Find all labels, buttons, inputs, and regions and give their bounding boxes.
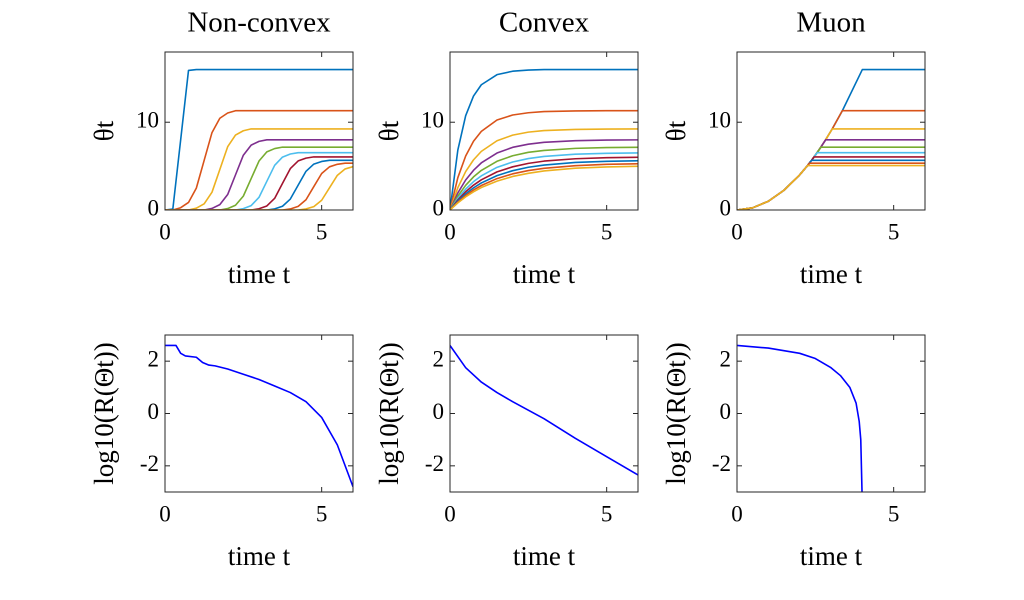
chart-title: Convex (499, 7, 590, 39)
axes-box (164, 51, 354, 211)
subplot: 0 5 0 10 Non-convex time t θt (89, 7, 354, 289)
x-tick-label: 0 (159, 219, 171, 244)
y-tick-label: -2 (712, 451, 731, 476)
y-tick-label: 10 (421, 108, 444, 133)
line-series (165, 146, 353, 210)
y-tick-label: -2 (140, 451, 159, 476)
line-series (450, 345, 638, 476)
x-tick-label: 5 (601, 219, 613, 244)
chart-title: Non-convex (187, 7, 331, 39)
axes-box (736, 334, 926, 493)
plot-area (737, 344, 863, 492)
line-series (165, 162, 353, 210)
chart-title: Muon (796, 7, 866, 39)
x-tick-label: 0 (444, 219, 456, 244)
x-tick-label: 0 (731, 219, 743, 244)
x-tick-label: 5 (888, 501, 900, 526)
line-series (450, 162, 638, 210)
x-tick-label: 5 (601, 501, 613, 526)
x-axis-label: time t (513, 259, 576, 289)
y-axis-label: log10(R(Θt)) (661, 342, 691, 484)
y-axis-label: θt (661, 120, 691, 141)
plot-area (165, 68, 353, 210)
line-series (737, 138, 925, 210)
x-axis-label: time t (513, 541, 576, 571)
y-tick-label: 0 (433, 399, 445, 424)
y-tick-label: 0 (720, 195, 732, 220)
x-axis-label: time t (228, 259, 291, 289)
y-tick-label: 0 (148, 399, 160, 424)
line-series (450, 156, 638, 210)
line-series (165, 344, 353, 488)
y-tick-label: 2 (148, 346, 160, 371)
line-series (737, 128, 925, 210)
line-series (450, 159, 638, 210)
x-axis-label: time t (800, 541, 863, 571)
line-series (450, 146, 638, 210)
x-tick-label: 0 (444, 501, 456, 526)
x-tick-label: 0 (731, 501, 743, 526)
line-series (165, 128, 353, 210)
plot-area (165, 344, 353, 488)
subplot: 0 5 0 10 Muon time t θt (661, 7, 926, 289)
plot-area (450, 68, 638, 210)
line-series (165, 156, 353, 210)
line-series (450, 68, 638, 210)
x-tick-label: 5 (888, 219, 900, 244)
axes-box (449, 334, 639, 493)
x-tick-label: 5 (316, 219, 328, 244)
line-series (737, 151, 925, 210)
line-series (450, 109, 638, 210)
line-series (737, 344, 863, 492)
y-axis-label: log10(R(Θt)) (89, 342, 119, 484)
line-series (165, 68, 353, 210)
axes-box (736, 51, 926, 211)
y-tick-label: 0 (433, 195, 445, 220)
y-axis-label: log10(R(Θt)) (374, 342, 404, 484)
axes-box (449, 51, 639, 211)
line-series (737, 164, 925, 210)
line-series (450, 139, 638, 210)
line-series (165, 151, 353, 210)
plot-area (737, 68, 925, 210)
line-series (450, 165, 638, 210)
line-series (165, 138, 353, 210)
line-series (450, 152, 638, 210)
y-tick-label: -2 (425, 451, 444, 476)
subplot: 0 5 0 10 Convex time t θt (374, 7, 639, 289)
line-series (450, 128, 638, 210)
y-axis-label: θt (89, 120, 119, 141)
y-tick-label: 0 (720, 399, 732, 424)
axes-box (164, 334, 354, 493)
line-series (165, 159, 353, 210)
y-axis-label: θt (374, 120, 404, 141)
x-axis-label: time t (228, 541, 291, 571)
x-tick-label: 0 (159, 501, 171, 526)
y-tick-label: 0 (148, 195, 160, 220)
y-tick-label: 2 (720, 346, 732, 371)
y-tick-label: 10 (136, 108, 159, 133)
line-series (165, 109, 353, 210)
y-tick-label: 2 (433, 346, 445, 371)
x-tick-label: 5 (316, 501, 328, 526)
y-tick-label: 10 (708, 108, 731, 133)
plot-area (450, 345, 638, 476)
x-axis-label: time t (800, 259, 863, 289)
line-series (165, 165, 353, 210)
